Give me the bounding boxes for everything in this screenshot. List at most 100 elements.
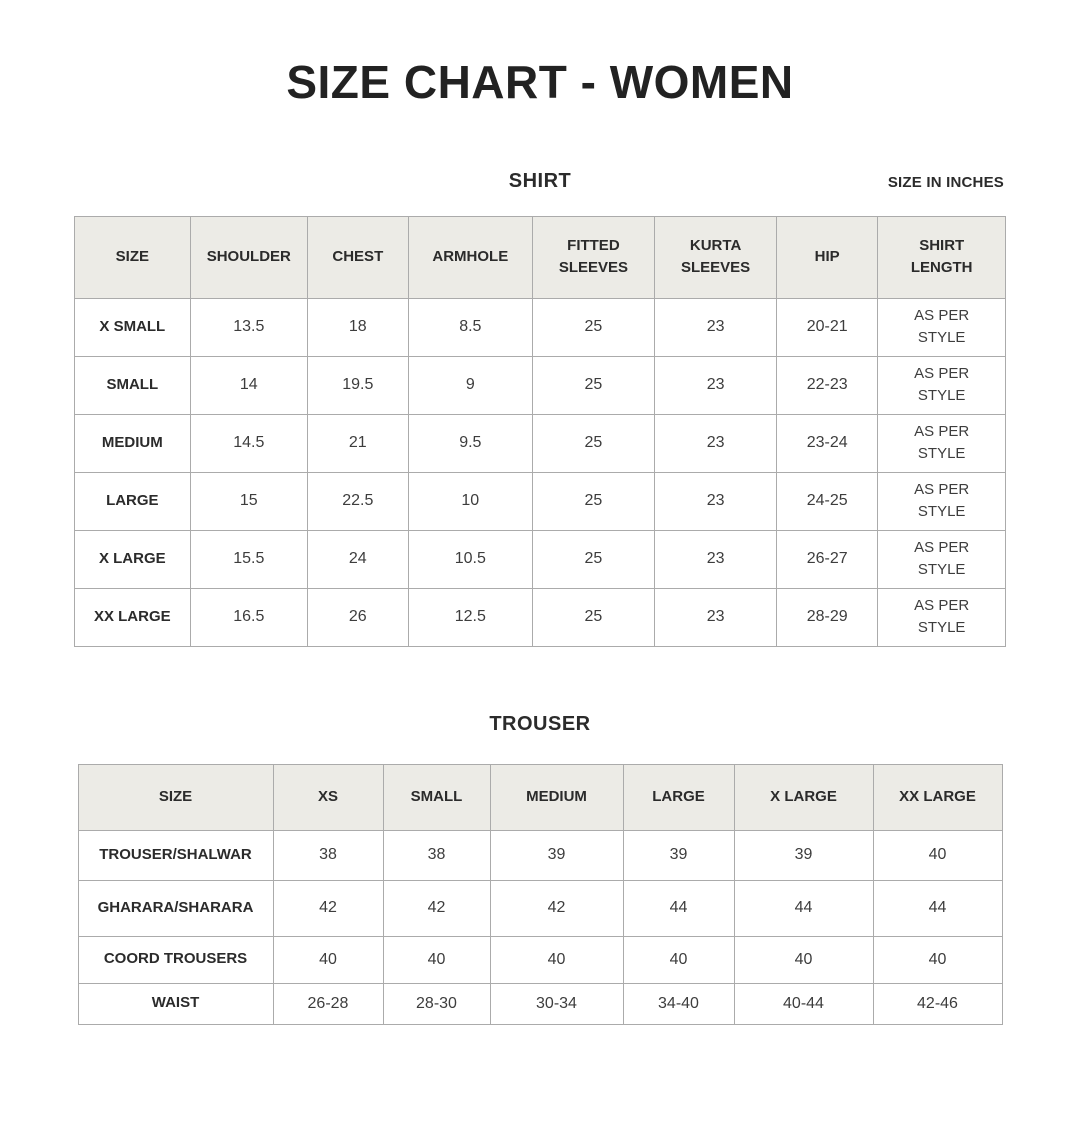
table-cell: 39 (733, 829, 874, 881)
table-cell: 40 (872, 935, 1003, 984)
table-cell: 24 (306, 529, 409, 589)
row-label: LARGE (73, 471, 191, 531)
table-cell: 42 (382, 879, 491, 937)
row-label: TROUSER/SHALWAR (77, 829, 274, 881)
table-row: LARGE 15 22.5 10 25 23 24-25 AS PER STYLE (73, 471, 1007, 531)
table-cell: 44 (622, 879, 735, 937)
table-cell: 23 (653, 587, 778, 647)
table-row: MEDIUM 14.5 21 9.5 25 23 23-24 AS PER STYLE (73, 413, 1007, 473)
table-cell: 42-46 (872, 982, 1003, 1025)
row-label: SMALL (73, 355, 191, 415)
table-cell: 44 (733, 879, 874, 937)
table-cell: 39 (489, 829, 624, 881)
table-row: WAIST 26-28 28-30 30-34 34-40 40-44 42-46 (77, 982, 1003, 1025)
table-cell: 20-21 (776, 297, 879, 357)
table-cell: AS PER STYLE (877, 413, 1007, 473)
column-header: SMALL (382, 763, 491, 831)
table-cell: 26-28 (272, 982, 384, 1025)
table-cell: 23 (653, 297, 778, 357)
page-title: SIZE CHART - WOMEN (286, 56, 794, 108)
table-cell: 21 (306, 413, 409, 473)
table-cell: 18 (306, 297, 409, 357)
table-cell: 39 (622, 829, 735, 881)
row-label: X SMALL (73, 297, 191, 357)
table-cell: 10.5 (407, 529, 533, 589)
table-header-row: SIZE XS SMALL MEDIUM LARGE X LARGE XX LARGE (77, 763, 1003, 831)
table-cell: 9 (407, 355, 533, 415)
table-cell: 42 (272, 879, 384, 937)
table-cell: 40 (872, 829, 1003, 881)
column-header: XX LARGE (872, 763, 1003, 831)
table-cell: 8.5 (407, 297, 533, 357)
column-header: SHIRT LENGTH (877, 215, 1007, 299)
column-header: X LARGE (733, 763, 874, 831)
table-cell: 9.5 (407, 413, 533, 473)
table-cell: 38 (272, 829, 384, 881)
table-cell: 26 (306, 587, 409, 647)
table-row: XX LARGE 16.5 26 12.5 25 23 28-29 AS PER STYLE (73, 587, 1007, 647)
table-cell: 15 (189, 471, 308, 531)
table-cell: 16.5 (189, 587, 308, 647)
trouser-section-title: TROUSER (489, 712, 591, 735)
row-label: X LARGE (73, 529, 191, 589)
column-header: SIZE (77, 763, 274, 831)
table-cell: 25 (531, 529, 656, 589)
column-header: HIP (776, 215, 879, 299)
column-header: FITTED SLEEVES (531, 215, 656, 299)
table-cell: 19.5 (306, 355, 409, 415)
table-cell: 23-24 (776, 413, 879, 473)
table-cell: 28-30 (382, 982, 491, 1025)
shirt-size-table: SIZE SHOULDER CHEST ARMHOLE FITTED SLEEVES KU… (73, 215, 1007, 647)
table-row: X SMALL 13.5 18 8.5 25 23 20-21 AS PER STYLE (73, 297, 1007, 357)
row-label: XX LARGE (73, 587, 191, 647)
row-label: GHARARA/SHARARA (77, 879, 274, 937)
row-label: MEDIUM (73, 413, 191, 473)
table-cell: 42 (489, 879, 624, 937)
size-unit-note: SIZE IN INCHES (887, 173, 1004, 191)
table-cell: 15.5 (189, 529, 308, 589)
table-cell: 25 (531, 587, 656, 647)
table-cell: 22.5 (306, 471, 409, 531)
table-cell: 25 (531, 355, 656, 415)
table-cell: 38 (382, 829, 491, 881)
table-cell: 22-23 (776, 355, 879, 415)
table-row: GHARARA/SHARARA 42 42 42 44 44 44 (77, 879, 1003, 937)
table-cell: AS PER STYLE (877, 355, 1007, 415)
shirt-section-header: SHIRT SIZE IN INCHES (76, 170, 1004, 194)
table-cell: 40 (622, 935, 735, 984)
table-row: SMALL 14 19.5 9 25 23 22-23 AS PER STYLE (73, 355, 1007, 415)
trouser-size-table: SIZE XS SMALL MEDIUM LARGE X LARGE XX LARGE TRO… (77, 763, 1003, 1025)
table-cell: 25 (531, 297, 656, 357)
table-cell: 23 (653, 413, 778, 473)
table-cell: 40 (733, 935, 874, 984)
column-header: SHOULDER (189, 215, 308, 299)
table-cell: 23 (653, 529, 778, 589)
table-row: X LARGE 15.5 24 10.5 25 23 26-27 AS PER STYLE (73, 529, 1007, 589)
table-cell: AS PER STYLE (877, 297, 1007, 357)
table-cell: 28-29 (776, 587, 879, 647)
shirt-section-title: SHIRT (508, 169, 572, 192)
table-cell: AS PER STYLE (877, 529, 1007, 589)
table-cell: AS PER STYLE (877, 471, 1007, 531)
table-cell: 25 (531, 471, 656, 531)
table-row: COORD TROUSERS 40 40 40 40 40 40 (77, 935, 1003, 984)
table-cell: 10 (407, 471, 533, 531)
table-cell: 40 (382, 935, 491, 984)
table-cell: AS PER STYLE (877, 587, 1007, 647)
table-cell: 14 (189, 355, 308, 415)
column-header: SIZE (73, 215, 191, 299)
table-cell: 34-40 (622, 982, 735, 1025)
table-cell: 40 (272, 935, 384, 984)
table-cell: 30-34 (489, 982, 624, 1025)
table-cell: 12.5 (407, 587, 533, 647)
table-cell: 23 (653, 355, 778, 415)
table-cell: 24-25 (776, 471, 879, 531)
table-row: TROUSER/SHALWAR 38 38 39 39 39 40 (77, 829, 1003, 881)
table-header-row: SIZE SHOULDER CHEST ARMHOLE FITTED SLEEVES KU… (73, 215, 1007, 299)
table-cell: 26-27 (776, 529, 879, 589)
row-label: COORD TROUSERS (77, 935, 274, 984)
table-cell: 40 (489, 935, 624, 984)
table-cell: 14.5 (189, 413, 308, 473)
column-header: XS (272, 763, 384, 831)
column-header: KURTA SLEEVES (653, 215, 778, 299)
